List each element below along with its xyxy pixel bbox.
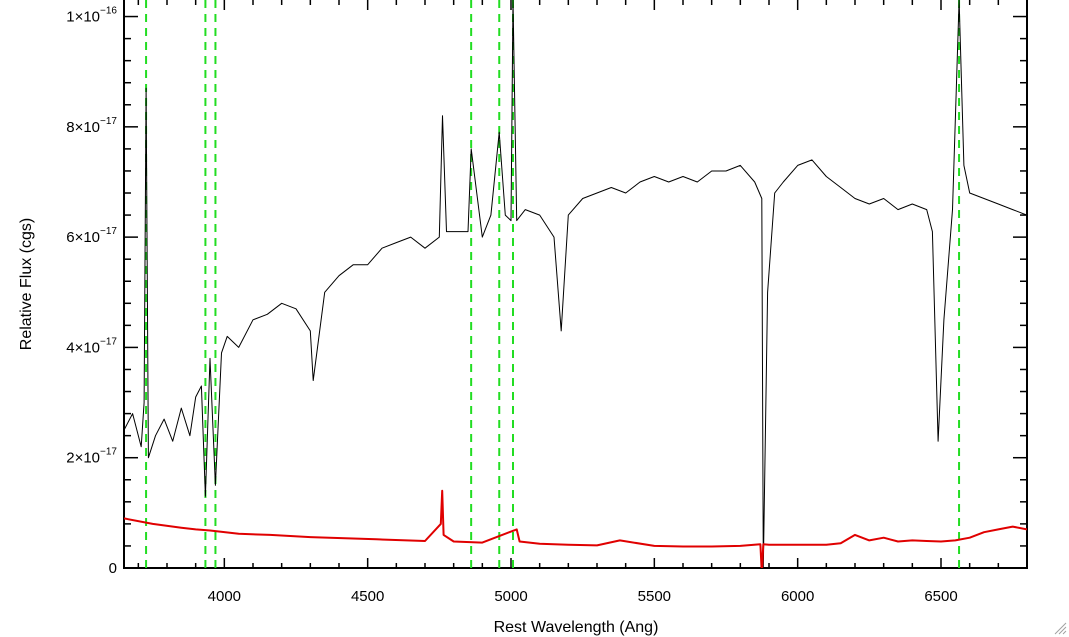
y-tick-label: 8×10−17 [66, 116, 117, 136]
error-spectrum-line [124, 489, 1027, 568]
y-tick-label: 4×10−17 [66, 336, 117, 356]
series-group [124, 0, 1027, 568]
plot-frame [123, 0, 1028, 569]
x-axis-ticks: 4000 4500 5000 5500 6000 6500 [137, 0, 1028, 605]
x-tick-label: 6000 [781, 588, 814, 605]
y-axis-ticks: 0 2×10−17 4×10−17 6×10−17 8×10−17 1×10−16 [66, 6, 1027, 577]
y-tick-label: 2×10−17 [66, 447, 117, 467]
y-tick-label: 0 [109, 560, 117, 577]
x-tick-label: 5000 [494, 588, 527, 605]
x-tick-label: 6500 [924, 588, 957, 605]
x-tick-label: 4000 [208, 588, 241, 605]
resize-grip-icon[interactable] [1054, 622, 1067, 635]
emission-line-markers [145, 0, 961, 568]
x-tick-label: 5500 [638, 588, 671, 605]
y-axis-title: Relative Flux (cgs) [18, 218, 35, 350]
y-tick-label: 6×10−17 [66, 226, 117, 246]
plot-border [123, 0, 1028, 569]
y-tick-label: 1×10−16 [66, 6, 117, 26]
flux-spectrum-line [124, 0, 1027, 568]
x-axis-title: Rest Wavelength (Ang) [494, 619, 659, 636]
x-tick-label: 4500 [351, 588, 384, 605]
